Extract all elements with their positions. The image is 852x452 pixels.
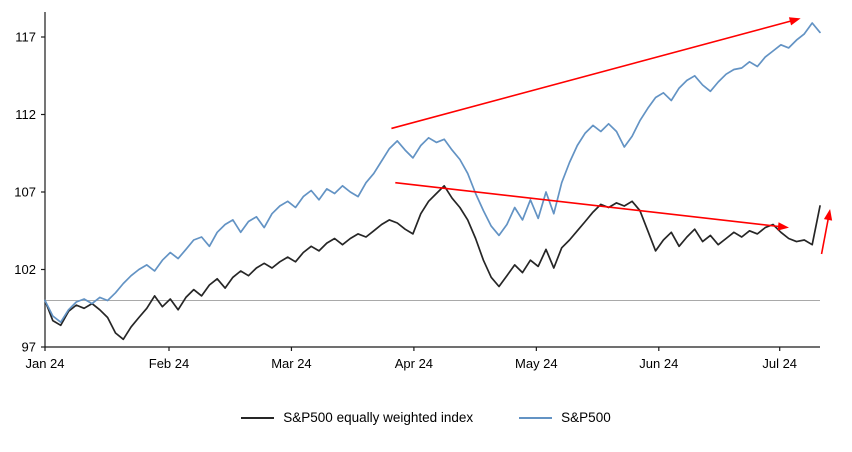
trend-arrow-sp500-shaft bbox=[391, 19, 793, 130]
trend-arrow-sp500-head bbox=[788, 17, 801, 26]
sp500-line-swatch bbox=[519, 416, 553, 419]
x-axis-label: Apr 24 bbox=[395, 356, 433, 371]
x-axis-label: May 24 bbox=[515, 356, 558, 371]
series-line-sp500 bbox=[44, 22, 821, 324]
series-line-equal-weight-index bbox=[44, 184, 821, 341]
y-axis-label: 117 bbox=[15, 30, 36, 45]
x-axis-label: Jul 24 bbox=[762, 356, 797, 371]
trend-arrow-equal-weight bbox=[395, 181, 789, 231]
jump-arrow-equal-weight-end bbox=[820, 209, 833, 255]
x-axis-label: Jan 24 bbox=[25, 356, 64, 371]
y-axis-label: 107 bbox=[14, 185, 36, 200]
jump-arrow-equal-weight-end-shaft bbox=[820, 217, 830, 255]
y-axis-label: 97 bbox=[22, 340, 36, 355]
legend-label-equal-weight-index: S&P500 equally weighted index bbox=[283, 410, 474, 425]
legend-item-equal-weight-index: S&P500 equally weighted index bbox=[241, 410, 473, 425]
trend-arrow-equal-weight-head bbox=[777, 222, 789, 231]
trend-arrow-equal-weight-shaft bbox=[395, 181, 781, 228]
y-axis-label: 102 bbox=[14, 262, 36, 277]
x-axis-label: Jun 24 bbox=[639, 356, 678, 371]
trend-arrow-sp500 bbox=[391, 17, 801, 130]
x-axis-label: Feb 24 bbox=[149, 356, 189, 371]
legend-label-sp500: S&P500 bbox=[561, 410, 611, 425]
chart-legend: S&P500 equally weighted index S&P500 bbox=[0, 410, 852, 425]
jump-arrow-equal-weight-end-head bbox=[823, 209, 833, 221]
x-axis-label: Mar 24 bbox=[271, 356, 311, 371]
equal-weight-line-swatch bbox=[241, 416, 275, 419]
y-axis-label: 112 bbox=[15, 107, 36, 122]
legend-item-sp500: S&P500 bbox=[519, 410, 611, 425]
